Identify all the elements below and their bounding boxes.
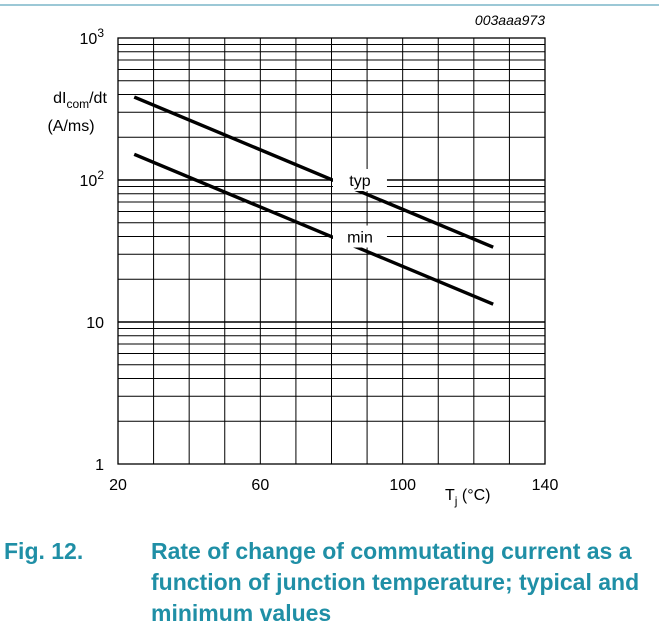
- top-rule: [0, 4, 659, 6]
- figure-id-code: 003aaa973: [475, 12, 545, 28]
- x-tick-label: 60: [251, 477, 269, 494]
- x-tick-label: 140: [532, 477, 559, 494]
- plot-frame: [117, 37, 546, 465]
- series-line-min: [133, 152, 494, 306]
- series-label-bg: [332, 169, 387, 191]
- series-line-typ: [133, 95, 494, 249]
- y-tick-label: 102: [80, 168, 105, 190]
- x-axis-label: Tj (°C): [445, 487, 491, 508]
- y-tick-label: 1: [95, 457, 104, 474]
- x-tick-label: 20: [109, 477, 127, 494]
- caption-number: Fig. 12.: [4, 538, 84, 564]
- y-axis-unit: (A/ms): [47, 118, 94, 135]
- grid: [118, 38, 545, 464]
- caption-text: Rate of change of commutating current as…: [151, 538, 640, 626]
- y-tick-label: 103: [80, 26, 105, 48]
- chart: typ min 20 60 100 140 1 10 102 103 dIcom/dt (A/ms) T…: [47, 12, 559, 508]
- y-tick-label: 10: [86, 315, 104, 332]
- series-label-typ: typ: [349, 173, 370, 190]
- series-label-bg: [332, 225, 387, 248]
- x-tick-label: 100: [389, 477, 416, 494]
- y-axis-label: dIcom/dt: [53, 90, 107, 111]
- series-label-min: min: [347, 230, 373, 247]
